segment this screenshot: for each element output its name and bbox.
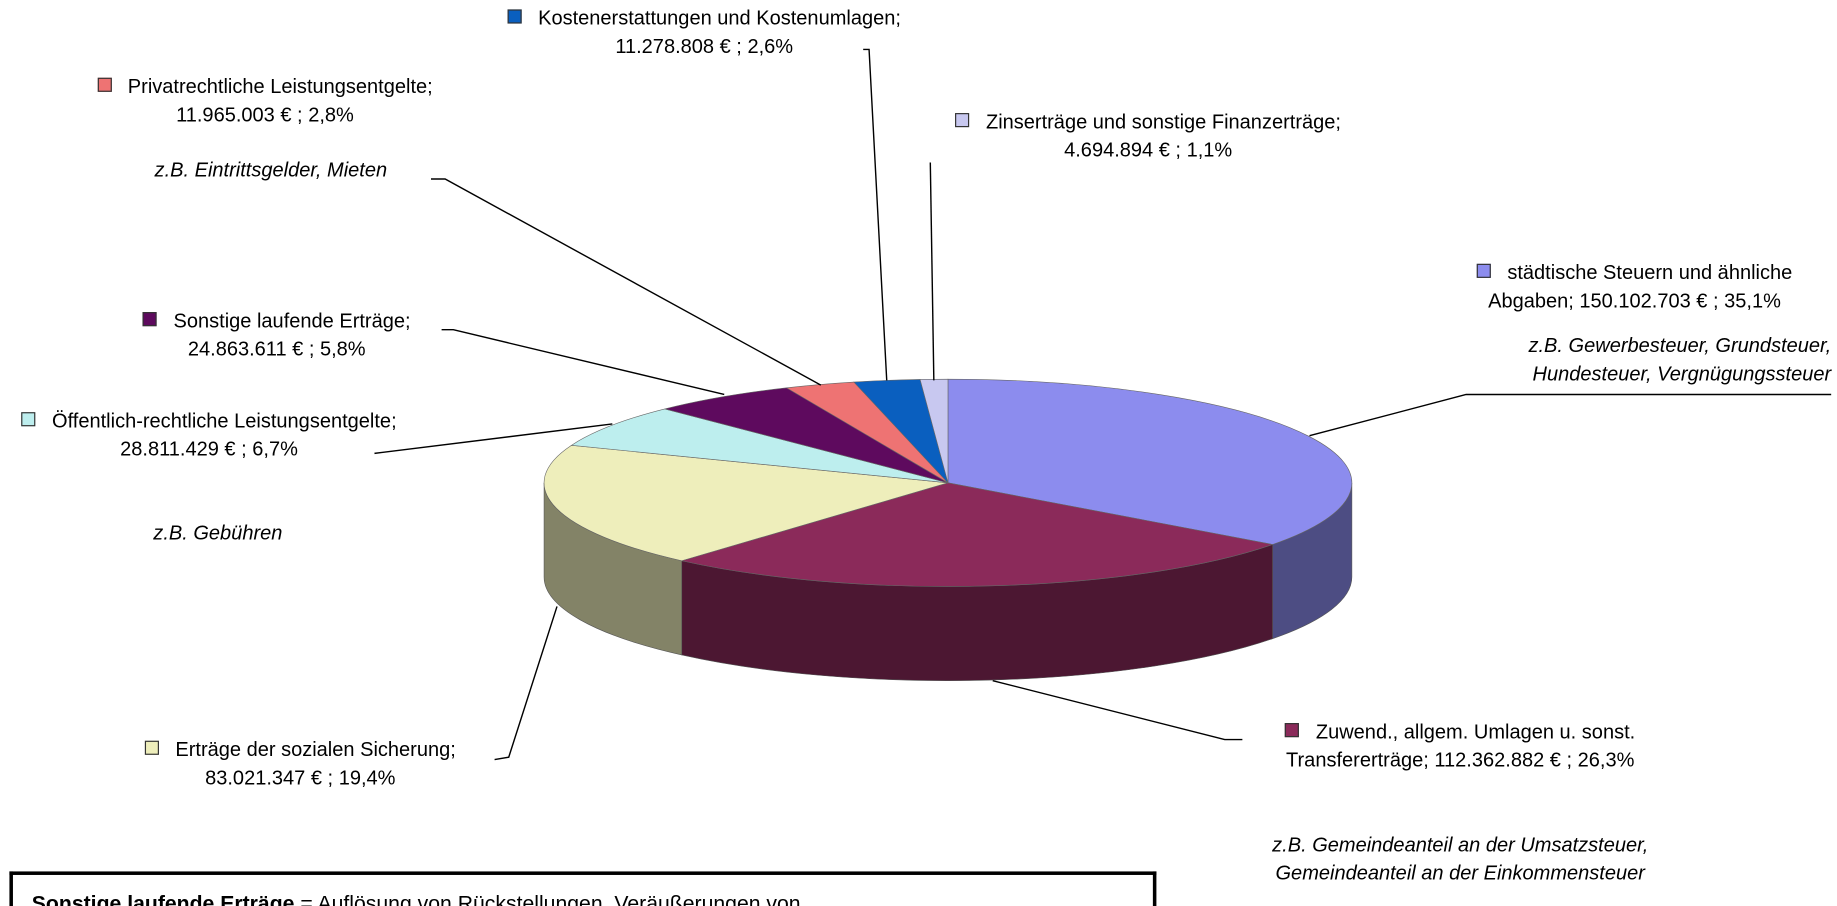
category-name: Privatrechtliche Leistungsentgelte; <box>127 75 433 98</box>
leader-line <box>431 178 822 386</box>
legend-swatch <box>21 412 36 427</box>
category-name: Zinserträge und sonstige Finanzerträge; <box>985 110 1341 134</box>
percent-label: 6,7% <box>252 438 298 461</box>
annotation: z.B. Eintrittsgelder, Mieten <box>154 158 388 182</box>
value-label: 112.362.882 € ; <box>1434 748 1573 772</box>
slice-label: Erträge der sozialen Sicherung; 83.021.3… <box>106 736 495 793</box>
slice <box>680 482 1274 587</box>
leader-line <box>1309 393 1832 437</box>
slice <box>543 445 949 562</box>
legend-swatch <box>144 740 159 755</box>
slice <box>947 378 1353 545</box>
percent-label: 2,8% <box>308 103 354 127</box>
annotation: z.B. Gewerbesteuer, Grundsteuer, Hundest… <box>1528 334 1832 386</box>
leader-line <box>441 329 725 396</box>
slice-label: Sonstige laufende Erträge; 24.863.611 € … <box>100 307 453 364</box>
percent-label: 35,1% <box>1724 289 1781 313</box>
slice-label: Zuwend., allgem. Umlagen u. sonst. Trans… <box>1284 718 1637 775</box>
footnote-text: = Auflösung von Rückstellungen, Veräußer… <box>300 891 801 906</box>
slice-label: Öffentlich-rechtliche Leistungsentgelte;… <box>12 407 406 464</box>
value-label: 28.811.429 € ; <box>120 438 247 461</box>
value-label: 4.694.894 € ; <box>1064 138 1182 162</box>
legend-swatch <box>142 312 158 327</box>
value-label: 11.278.808 € ; <box>615 35 742 58</box>
slice-label: städtische Steuern und ähnliche Abgaben;… <box>1434 259 1834 316</box>
footnote: Sonstige laufende Erträge = Auflösung von… <box>9 871 1157 906</box>
footnote-term: Sonstige laufende Erträge <box>31 891 295 906</box>
legend-swatch <box>1285 723 1300 738</box>
category-name: Kostenerstattungen und Kostenumlagen; <box>538 7 901 30</box>
percent-label: 26,3% <box>1577 748 1635 772</box>
legend-swatch <box>1476 263 1491 278</box>
leader-line <box>929 162 935 381</box>
legend-swatch <box>507 9 522 24</box>
percent-label: 2,6% <box>747 35 794 58</box>
leader-line <box>494 606 558 761</box>
annotation: z.B. Gemeindeanteil an der Umsatzsteuer,… <box>1272 833 1649 885</box>
legend-swatch <box>955 113 970 128</box>
value-label: 11.965.003 € ; <box>176 103 303 127</box>
percent-label: 19,4% <box>338 766 396 789</box>
percent-label: 1,1% <box>1186 138 1233 162</box>
category-name: Öffentlich-rechtliche Leistungsentgelte; <box>52 409 397 433</box>
slice-label: Privatrechtliche Leistungsentgelte; 11.9… <box>53 73 477 130</box>
slice-label: Kostenerstattungen und Kostenumlagen; 11… <box>504 5 904 62</box>
category-name: Sonstige laufende Erträge; <box>173 309 411 333</box>
slice <box>664 387 949 484</box>
slice-label: Zinserträge und sonstige Finanzerträge; … <box>936 108 1360 165</box>
annotation: z.B. Gebühren <box>153 521 283 545</box>
category-name: Erträge der sozialen Sicherung; <box>175 738 456 761</box>
value-label: 150.102.703 € ; <box>1579 289 1719 313</box>
percent-label: 5,8% <box>319 337 366 361</box>
legend-swatch <box>97 77 112 92</box>
category-name: städtische Steuern und ähnliche Abgaben; <box>1488 261 1793 313</box>
value-label: 24.863.611 € ; <box>187 337 315 361</box>
category-name: Zuwend., allgem. Umlagen u. sonst. Trans… <box>1286 720 1636 772</box>
slice <box>570 408 949 484</box>
leader-line <box>992 679 1243 741</box>
leader-line <box>863 48 888 381</box>
leader-line <box>374 423 613 455</box>
value-label: 83.021.347 € ; <box>205 766 334 789</box>
